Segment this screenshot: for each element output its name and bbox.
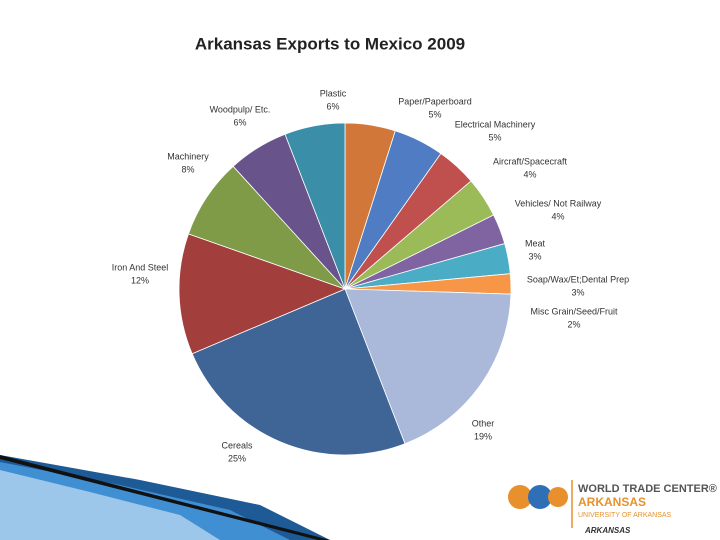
pie-slice — [344, 288, 512, 445]
logo-text: ARKANSAS — [578, 495, 646, 509]
logo-globe — [528, 485, 552, 509]
slice-label: Woodpulp/ Etc. — [210, 104, 271, 114]
slice-value-label: 3% — [571, 287, 584, 297]
slice-label: Soap/Wax/Et;Dental Prep — [527, 274, 629, 284]
slice-value-label: 5% — [428, 109, 441, 119]
slice-value-label: 25% — [228, 453, 246, 463]
slice-label: Meat — [525, 238, 546, 248]
slice-value-label: 8% — [181, 164, 194, 174]
slice-value-label: 4% — [551, 211, 564, 221]
logo-text: ARKANSAS — [584, 526, 631, 535]
slice-label: Machinery — [167, 151, 209, 161]
slice-label: Paper/Paperboard — [398, 96, 472, 106]
logo-text: UNIVERSITY OF ARKANSAS — [578, 512, 672, 519]
slice-value-label: 6% — [326, 101, 339, 111]
slice-label: Electrical Machinery — [455, 119, 536, 129]
slice-value-label: 19% — [474, 431, 492, 441]
slice-label: Vehicles/ Not Railway — [515, 198, 602, 208]
slice-value-label: 6% — [233, 117, 246, 127]
slice-value-label: 12% — [131, 275, 149, 285]
slice-label: Plastic — [320, 88, 347, 98]
slice-label: Iron And Steel — [112, 262, 169, 272]
decor-swoosh — [0, 470, 220, 540]
slice-label: Other — [472, 418, 495, 428]
logo: WORLD TRADE CENTER® ARKANSAS UNIVERSITY … — [508, 480, 717, 535]
slice-label: Misc Grain/Seed/Fruit — [530, 306, 618, 316]
slice-value-label: 2% — [567, 319, 580, 329]
logo-globe — [508, 485, 532, 509]
pie-slice — [191, 288, 406, 456]
slice-value-label: 3% — [528, 251, 541, 261]
slice-value-label: 4% — [523, 169, 536, 179]
chart-title: Arkansas Exports to Mexico 2009 — [195, 34, 465, 53]
decor-line — [0, 455, 330, 540]
slice-label: Aircraft/Spacecraft — [493, 156, 568, 166]
slice-label: Cereals — [221, 440, 253, 450]
pie-slice — [178, 233, 347, 355]
logo-globe — [548, 487, 568, 507]
slice-value-label: 5% — [488, 132, 501, 142]
pie-slice — [284, 122, 346, 290]
logo-text: WORLD TRADE CENTER® — [578, 483, 717, 495]
